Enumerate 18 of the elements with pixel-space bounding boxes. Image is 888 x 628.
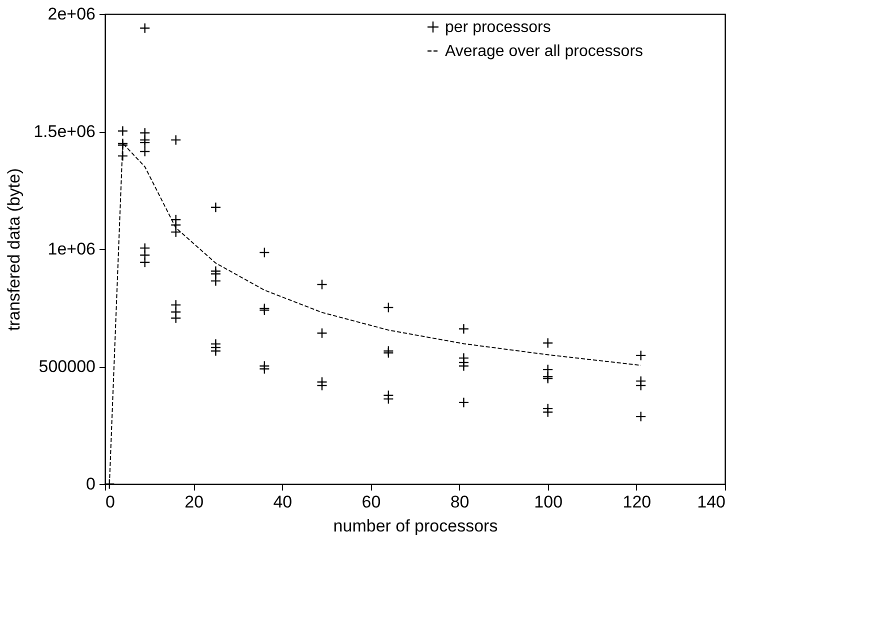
y-tick-label: 1.5e+06: [34, 122, 96, 141]
x-tick-label: 140: [697, 492, 726, 512]
x-tick-label: 100: [534, 492, 563, 512]
x-tick-label: 20: [184, 492, 204, 512]
x-tick-label: 60: [362, 492, 381, 512]
x-axis-title: number of processors: [333, 516, 498, 536]
line-series: [108, 142, 642, 484]
legend-label: per processors: [445, 19, 551, 36]
x-tick-label: 80: [450, 492, 470, 512]
y-axis-title: transfered data (byte): [4, 168, 24, 331]
x-tick-label: 0: [106, 492, 115, 512]
legend-label: Average over all processors: [445, 43, 644, 60]
y-tick-label: 2e+06: [48, 4, 96, 24]
y-tick-label: 0: [86, 474, 96, 494]
y-tick-label: 500000: [38, 357, 96, 376]
y-tick-label: 1e+06: [48, 240, 96, 258]
x-tick-label: 120: [622, 492, 652, 512]
x-tick-label: 40: [273, 492, 292, 512]
